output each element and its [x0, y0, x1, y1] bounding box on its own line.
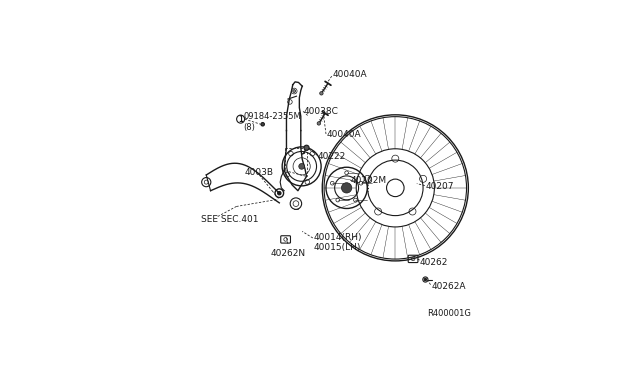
Text: 40207: 40207 [426, 182, 454, 191]
Text: SEE SEC.401: SEE SEC.401 [200, 215, 258, 224]
Circle shape [304, 145, 309, 150]
Text: 4003B: 4003B [245, 168, 274, 177]
Text: 40038C: 40038C [303, 108, 339, 116]
Text: 40040A: 40040A [326, 130, 361, 140]
Text: 40014(RH)
40015(LH): 40014(RH) 40015(LH) [314, 232, 362, 252]
Circle shape [299, 164, 305, 169]
Text: R400001G: R400001G [427, 310, 470, 318]
Text: 40262: 40262 [420, 258, 448, 267]
Circle shape [292, 90, 296, 93]
Text: 40040A: 40040A [332, 70, 367, 79]
Text: 40202M: 40202M [351, 176, 387, 185]
Circle shape [320, 92, 323, 95]
Text: 40262A: 40262A [431, 282, 466, 291]
Text: 40222: 40222 [318, 152, 346, 161]
Text: 09184-2355M
(8): 09184-2355M (8) [243, 112, 301, 132]
Circle shape [317, 122, 321, 125]
Circle shape [342, 183, 352, 193]
Circle shape [424, 278, 426, 280]
Text: 40262N: 40262N [270, 249, 305, 258]
Circle shape [278, 192, 281, 195]
Text: 1: 1 [238, 115, 243, 124]
Circle shape [261, 122, 264, 126]
